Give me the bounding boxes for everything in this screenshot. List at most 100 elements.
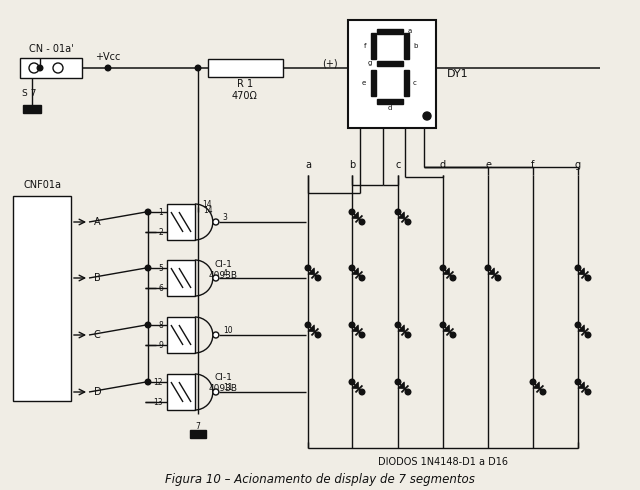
- Text: CI-1
4093B: CI-1 4093B: [209, 260, 237, 280]
- Circle shape: [349, 322, 355, 328]
- Circle shape: [213, 332, 219, 338]
- Text: f: f: [364, 43, 366, 49]
- Text: 11: 11: [223, 383, 232, 392]
- Text: b: b: [413, 43, 417, 49]
- Text: 10: 10: [223, 325, 232, 335]
- Polygon shape: [352, 382, 359, 389]
- Circle shape: [29, 63, 39, 73]
- Polygon shape: [352, 268, 359, 275]
- Text: d: d: [388, 105, 392, 111]
- Circle shape: [359, 275, 365, 281]
- Text: a: a: [305, 160, 311, 170]
- Circle shape: [585, 332, 591, 338]
- Circle shape: [575, 379, 581, 385]
- Circle shape: [359, 219, 365, 225]
- Circle shape: [213, 219, 219, 225]
- Bar: [167, 204, 195, 240]
- Text: A: A: [94, 217, 100, 227]
- Text: 14: 14: [202, 199, 212, 209]
- Text: (+): (+): [322, 59, 338, 69]
- Circle shape: [396, 379, 401, 385]
- Bar: [13, 196, 71, 401]
- Text: c: c: [396, 160, 401, 170]
- Circle shape: [585, 389, 591, 395]
- Circle shape: [450, 332, 456, 338]
- Circle shape: [213, 275, 219, 281]
- Polygon shape: [398, 325, 405, 332]
- Text: B: B: [94, 273, 100, 283]
- Polygon shape: [398, 382, 405, 389]
- Circle shape: [540, 389, 546, 395]
- Text: DIODOS 1N4148-D1 a D16: DIODOS 1N4148-D1 a D16: [378, 457, 508, 467]
- Circle shape: [405, 332, 411, 338]
- Bar: [348, 20, 436, 128]
- Text: d: d: [440, 160, 446, 170]
- Circle shape: [53, 63, 63, 73]
- Text: C: C: [94, 330, 100, 340]
- Bar: [190, 430, 206, 438]
- Circle shape: [145, 265, 151, 271]
- Circle shape: [195, 65, 201, 71]
- Text: 5: 5: [158, 264, 163, 272]
- Bar: [167, 260, 195, 296]
- Circle shape: [349, 265, 355, 271]
- Circle shape: [145, 322, 151, 328]
- Bar: [20, 58, 82, 78]
- Polygon shape: [443, 325, 450, 332]
- Text: +Vcc: +Vcc: [95, 52, 121, 62]
- Polygon shape: [308, 268, 315, 275]
- Circle shape: [495, 275, 501, 281]
- Text: R 1
470Ω: R 1 470Ω: [232, 79, 258, 101]
- Bar: [208, 59, 283, 77]
- Circle shape: [485, 265, 491, 271]
- Text: 3: 3: [223, 213, 228, 221]
- Circle shape: [440, 322, 446, 328]
- Polygon shape: [308, 325, 315, 332]
- Circle shape: [575, 265, 581, 271]
- Polygon shape: [443, 268, 450, 275]
- Polygon shape: [533, 382, 540, 389]
- Polygon shape: [578, 325, 585, 332]
- Text: 12: 12: [154, 377, 163, 387]
- Bar: [377, 99, 403, 104]
- Polygon shape: [352, 325, 359, 332]
- Text: c: c: [413, 80, 417, 86]
- Circle shape: [37, 65, 43, 71]
- Text: D: D: [94, 387, 102, 397]
- Polygon shape: [578, 268, 585, 275]
- Text: Figura 10 – Acionamento de display de 7 segmentos: Figura 10 – Acionamento de display de 7 …: [165, 472, 475, 486]
- Text: 13: 13: [154, 397, 163, 407]
- Text: f: f: [531, 160, 534, 170]
- Circle shape: [315, 332, 321, 338]
- Text: g: g: [575, 160, 581, 170]
- Text: 2: 2: [158, 227, 163, 237]
- Text: a: a: [408, 28, 412, 34]
- Bar: [377, 61, 403, 66]
- Bar: [377, 29, 403, 34]
- Circle shape: [405, 389, 411, 395]
- Text: g: g: [367, 60, 372, 66]
- Circle shape: [305, 265, 311, 271]
- Polygon shape: [578, 382, 585, 389]
- Bar: [23, 105, 41, 113]
- Polygon shape: [352, 212, 359, 219]
- Circle shape: [405, 219, 411, 225]
- Circle shape: [585, 275, 591, 281]
- Text: e: e: [362, 80, 366, 86]
- Circle shape: [575, 322, 581, 328]
- Polygon shape: [488, 268, 495, 275]
- Text: e: e: [485, 160, 491, 170]
- Circle shape: [349, 209, 355, 215]
- Text: 8: 8: [158, 320, 163, 329]
- Text: 7: 7: [196, 421, 200, 431]
- Bar: [167, 374, 195, 410]
- Bar: [404, 33, 409, 59]
- Text: CN - 01a': CN - 01a': [29, 44, 74, 54]
- Bar: [167, 317, 195, 353]
- Text: b: b: [349, 160, 355, 170]
- Text: 14: 14: [203, 205, 212, 215]
- Text: CNF01a: CNF01a: [23, 180, 61, 190]
- Circle shape: [396, 322, 401, 328]
- Circle shape: [145, 209, 151, 215]
- Circle shape: [359, 332, 365, 338]
